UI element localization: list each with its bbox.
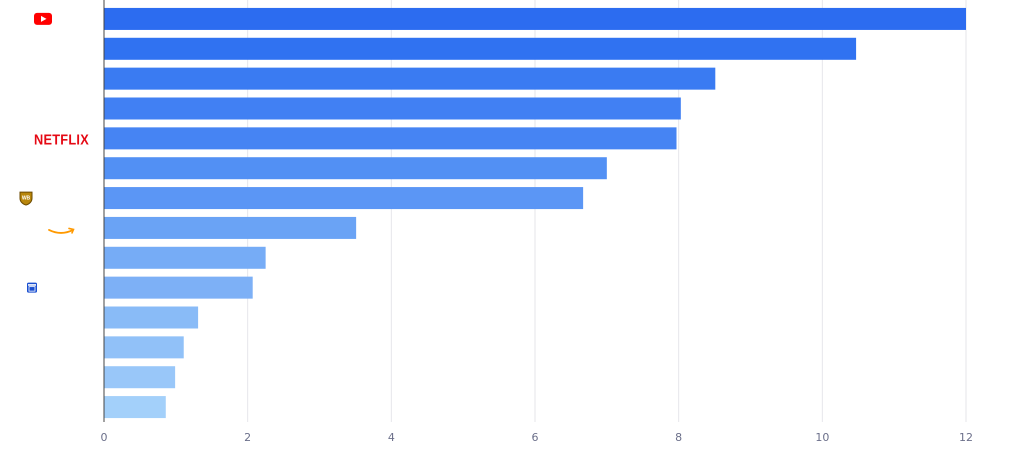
x-tick-label: 0	[101, 431, 108, 444]
bar	[104, 336, 184, 359]
bar	[104, 306, 199, 329]
bar	[104, 7, 966, 30]
x-tick-label: 6	[532, 431, 539, 444]
gridlines	[247, 0, 967, 422]
bar	[104, 127, 677, 150]
x-axis-ticks: 0 2 4 6 8 10 12	[101, 431, 974, 444]
youtube-icon	[34, 12, 52, 25]
bar	[104, 67, 716, 90]
bar	[104, 246, 266, 269]
x-tick-label: 12	[959, 431, 973, 444]
bar	[104, 97, 681, 120]
bar	[104, 276, 253, 299]
bar	[104, 366, 176, 389]
x-tick-label: 4	[388, 431, 395, 444]
x-tick-label: 2	[244, 431, 251, 444]
bar	[104, 187, 584, 210]
warner-bros-shield-icon: WB	[19, 191, 33, 206]
warner-bros-logo-text: WB	[22, 196, 31, 202]
netflix-logo: NETFLIX	[34, 131, 89, 148]
bar	[104, 216, 357, 239]
bars	[104, 7, 966, 419]
bar	[104, 37, 857, 60]
netflix-logo-text: NETFLIX	[34, 131, 89, 148]
bar	[104, 157, 607, 180]
amazon-smile-icon	[48, 227, 75, 234]
calendar-app-icon	[27, 282, 37, 293]
x-tick-label: 8	[675, 431, 682, 444]
x-tick-label: 10	[815, 431, 829, 444]
bar	[104, 396, 166, 419]
